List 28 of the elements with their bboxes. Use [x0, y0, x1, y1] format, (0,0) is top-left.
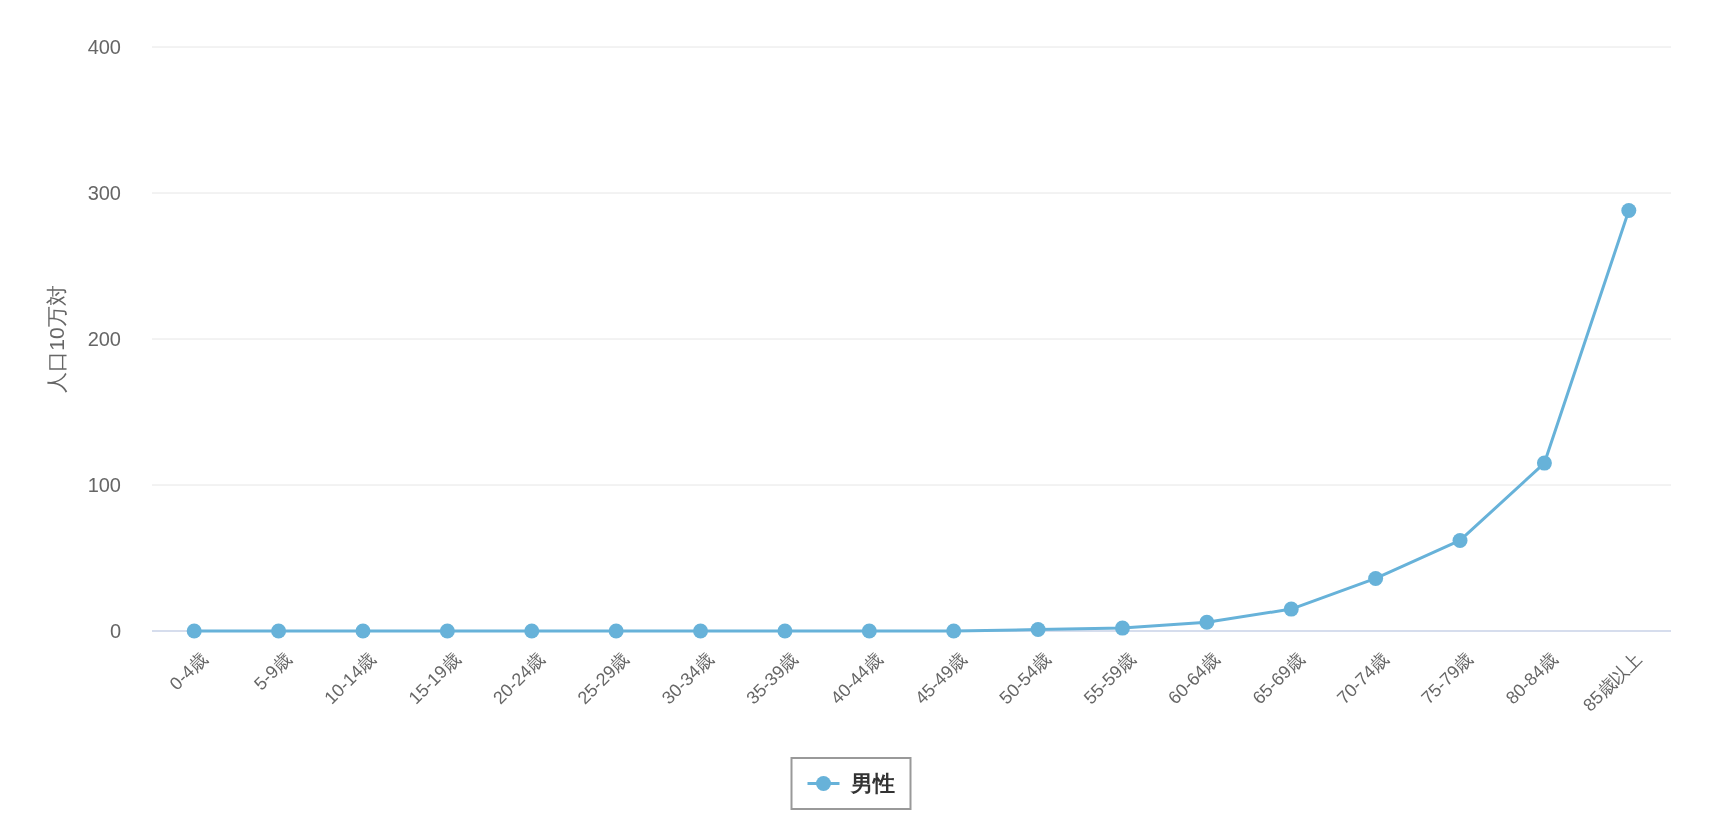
x-tick-label: 0-4歳	[165, 648, 212, 694]
point	[608, 623, 624, 639]
y-tick-label: 400	[87, 36, 121, 58]
y-axis-title: 人口10万対	[44, 285, 68, 393]
legend-label: 男性	[849, 771, 895, 796]
point	[861, 623, 877, 639]
point	[439, 623, 455, 639]
point	[1199, 614, 1215, 630]
point	[1536, 455, 1552, 471]
y-tick-label: 0	[109, 620, 121, 642]
point	[777, 623, 793, 639]
point	[1452, 532, 1468, 548]
point	[1114, 620, 1130, 636]
y-tick-label: 200	[87, 328, 121, 350]
point	[1283, 601, 1299, 617]
point	[524, 623, 540, 639]
point	[1621, 203, 1637, 219]
x-tick-label: 5-9歳	[250, 648, 296, 694]
y-tick-label: 300	[87, 182, 121, 204]
y-tick-label: 100	[87, 474, 121, 496]
point	[186, 623, 202, 639]
point	[271, 623, 287, 639]
point	[1368, 570, 1384, 586]
point	[355, 623, 371, 639]
point	[946, 623, 962, 639]
x-tick-label: 85歳以上	[1579, 648, 1646, 716]
point	[693, 623, 709, 639]
point	[1030, 622, 1046, 638]
